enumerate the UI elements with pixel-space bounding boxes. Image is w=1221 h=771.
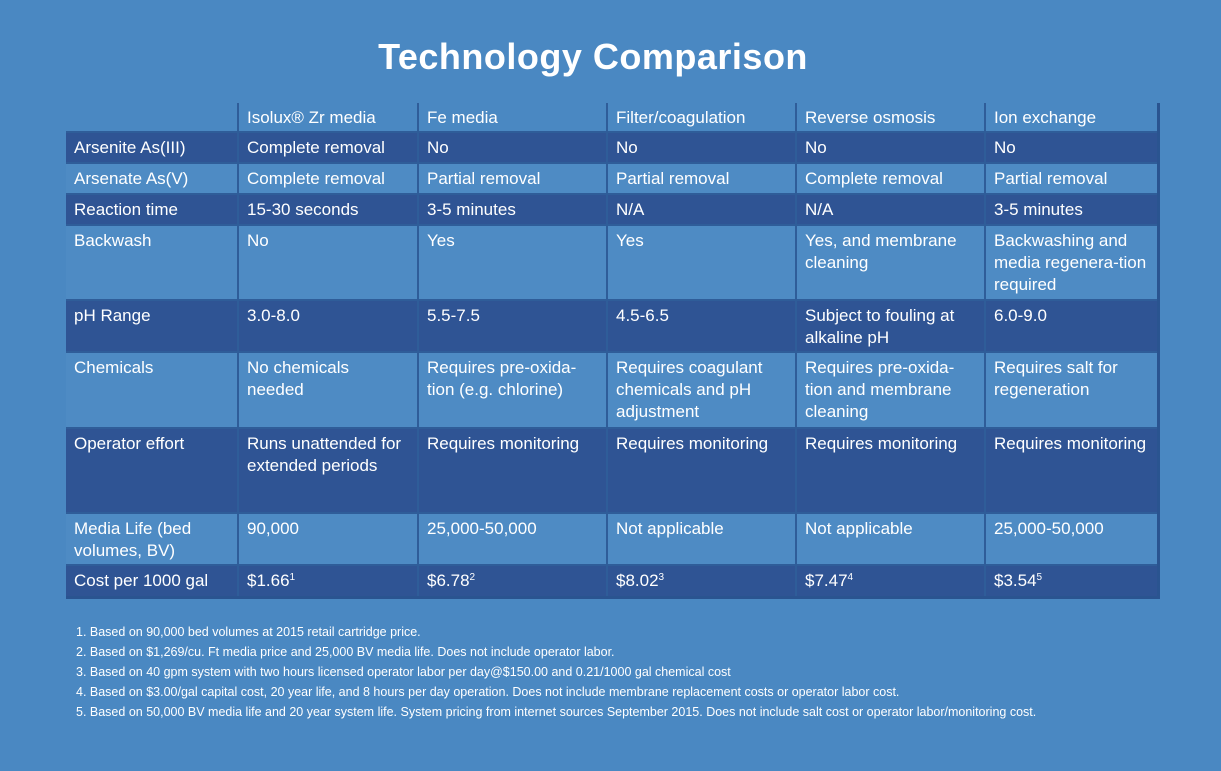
- table-cell: Requires monitoring: [418, 428, 608, 513]
- table-row: Chemicals No chemicals needed Requires p…: [66, 352, 1160, 428]
- footnote-ref: 2: [469, 572, 476, 583]
- table-cell: No: [796, 132, 986, 163]
- table-cell: 3-5 minutes: [418, 194, 608, 225]
- table-cell: No: [238, 225, 419, 300]
- table-row: Media Life (bed volumes, BV) 90,000 25,0…: [66, 513, 1160, 565]
- table-header-row: Isolux® Zr media Fe media Filter/coagula…: [66, 103, 1160, 132]
- row-label: Arsenite As(III): [66, 132, 239, 163]
- column-header: Isolux® Zr media: [238, 103, 419, 132]
- table-row: Arsenite As(III) Complete removal No No …: [66, 132, 1160, 163]
- table-row: Arsenate As(V) Complete removal Partial …: [66, 163, 1160, 194]
- row-label: Chemicals: [66, 352, 239, 428]
- table-cell: Requires pre-oxida-tion and membrane cle…: [796, 352, 986, 428]
- table-cell: Yes, and membrane cleaning: [796, 225, 986, 300]
- table-row: Operator effort Runs unattended for exte…: [66, 428, 1160, 513]
- cost-value: $1.66: [247, 571, 290, 590]
- table-cell: 90,000: [238, 513, 419, 565]
- table-cell: 25,000-50,000: [418, 513, 608, 565]
- table-cell: Partial removal: [607, 163, 797, 194]
- table-cell: No: [418, 132, 608, 163]
- footnote-ref: 5: [1036, 572, 1043, 583]
- column-header: Reverse osmosis: [796, 103, 986, 132]
- header-corner-cell: [66, 103, 239, 132]
- footnotes: 1. Based on 90,000 bed volumes at 2015 r…: [76, 622, 1136, 722]
- table-cell: Complete removal: [238, 163, 419, 194]
- comparison-table: Isolux® Zr media Fe media Filter/coagula…: [66, 103, 1160, 599]
- table-cell: Partial removal: [418, 163, 608, 194]
- table-cell: Requires monitoring: [985, 428, 1160, 513]
- table-cell: Runs unattended for extended periods: [238, 428, 419, 513]
- table-cell: Not applicable: [607, 513, 797, 565]
- table-cell: N/A: [796, 194, 986, 225]
- table-cell: N/A: [607, 194, 797, 225]
- footnote: 2. Based on $1,269/cu. Ft media price an…: [76, 645, 615, 659]
- table-row: pH Range 3.0-8.0 5.5-7.5 4.5-6.5 Subject…: [66, 300, 1160, 352]
- table-row: Reaction time 15-30 seconds 3-5 minutes …: [66, 194, 1160, 225]
- table-row: Cost per 1000 gal $1.661 $6.782 $8.023 $…: [66, 565, 1160, 597]
- table-cell: 15-30 seconds: [238, 194, 419, 225]
- table-cell: Requires monitoring: [796, 428, 986, 513]
- column-header: Filter/coagulation: [607, 103, 797, 132]
- table-cell: Subject to fouling at alkaline pH: [796, 300, 986, 352]
- table-cell: Backwashing and media regenera-tion requ…: [985, 225, 1160, 300]
- table-cell: 6.0-9.0: [985, 300, 1160, 352]
- row-label: pH Range: [66, 300, 239, 352]
- footnote: 4. Based on $3.00/gal capital cost, 20 y…: [76, 685, 900, 699]
- table-cell: Complete removal: [796, 163, 986, 194]
- table-cell: 3.0-8.0: [238, 300, 419, 352]
- table-cell: $7.474: [796, 565, 986, 597]
- table-cell: Yes: [607, 225, 797, 300]
- table-cell: No chemicals needed: [238, 352, 419, 428]
- footnote-ref: 4: [847, 572, 854, 583]
- table-cell: 4.5-6.5: [607, 300, 797, 352]
- column-header: Ion exchange: [985, 103, 1160, 132]
- table-row: Backwash No Yes Yes Yes, and membrane cl…: [66, 225, 1160, 300]
- row-label: Media Life (bed volumes, BV): [66, 513, 239, 565]
- table-cell: Requires salt for regeneration: [985, 352, 1160, 428]
- page-title: Technology Comparison: [378, 36, 808, 77]
- table-cell: 5.5-7.5: [418, 300, 608, 352]
- table-cell: 25,000-50,000: [985, 513, 1160, 565]
- row-label: Backwash: [66, 225, 239, 300]
- cost-value: $8.02: [616, 571, 659, 590]
- footnote-ref: 3: [658, 572, 665, 583]
- footnote: 1. Based on 90,000 bed volumes at 2015 r…: [76, 625, 421, 639]
- table-cell: Not applicable: [796, 513, 986, 565]
- row-label: Cost per 1000 gal: [66, 565, 239, 597]
- table-cell: Partial removal: [985, 163, 1160, 194]
- column-header: Fe media: [418, 103, 608, 132]
- table-cell: $8.023: [607, 565, 797, 597]
- table-cell: 3-5 minutes: [985, 194, 1160, 225]
- footnote: 3. Based on 40 gpm system with two hours…: [76, 665, 731, 679]
- footnote-ref: 1: [289, 572, 296, 583]
- table-cell: Complete removal: [238, 132, 419, 163]
- row-label: Operator effort: [66, 428, 239, 513]
- table-cell: No: [985, 132, 1160, 163]
- table-cell: No: [607, 132, 797, 163]
- table-cell: $1.661: [238, 565, 419, 597]
- cost-value: $3.54: [994, 571, 1037, 590]
- table-cell: Requires pre-oxida-tion (e.g. chlorine): [418, 352, 608, 428]
- table-cell: $6.782: [418, 565, 608, 597]
- table-cell: $3.545: [985, 565, 1160, 597]
- footnote: 5. Based on 50,000 BV media life and 20 …: [76, 705, 1037, 719]
- table-cell: Yes: [418, 225, 608, 300]
- row-label: Reaction time: [66, 194, 239, 225]
- cost-value: $6.78: [427, 571, 470, 590]
- table-cell: Requires coagulant chemicals and pH adju…: [607, 352, 797, 428]
- row-label: Arsenate As(V): [66, 163, 239, 194]
- cost-value: $7.47: [805, 571, 848, 590]
- table-cell: Requires monitoring: [607, 428, 797, 513]
